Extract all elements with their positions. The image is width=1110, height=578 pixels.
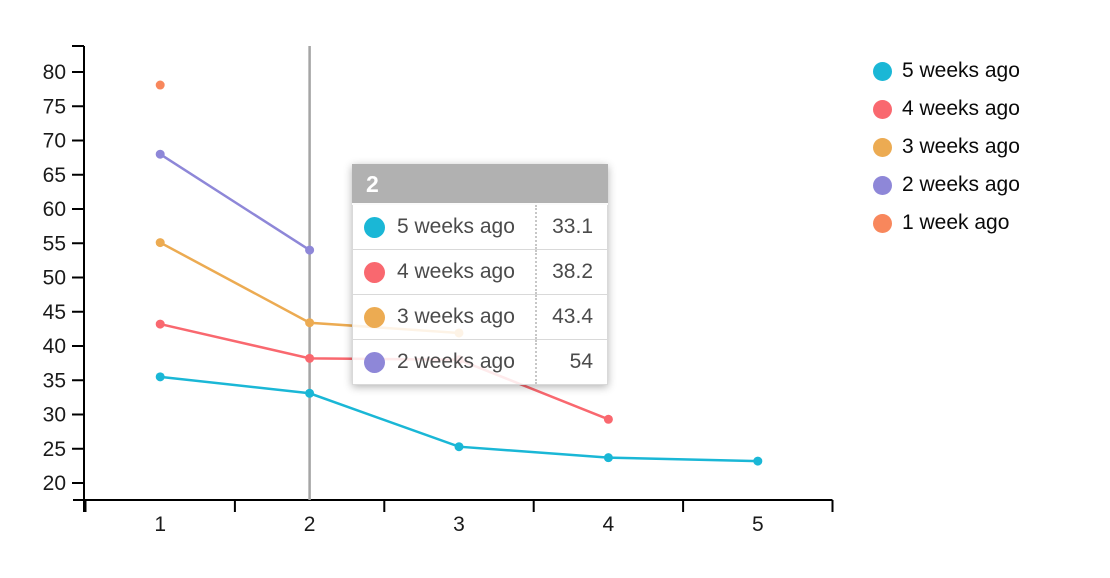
data-point[interactable] xyxy=(155,319,165,329)
y-tick-label: 20 xyxy=(43,472,66,495)
legend-item-3-weeks-ago: 3 weeks ago xyxy=(873,135,1020,159)
y-tick-label: 70 xyxy=(43,130,66,153)
tooltip-value: 54 xyxy=(569,350,593,373)
tooltip-divider xyxy=(535,340,537,384)
data-point[interactable] xyxy=(305,388,315,398)
y-tick-label: 80 xyxy=(43,61,66,84)
legend-label: 4 weeks ago xyxy=(902,97,1020,120)
data-point[interactable] xyxy=(155,149,165,159)
tooltip-series-label: 2 weeks ago xyxy=(397,350,515,373)
series-color-dot xyxy=(364,261,385,283)
y-tick-label: 65 xyxy=(43,164,66,187)
chart-legend: 5 weeks ago 4 weeks ago 3 weeks ago 2 weeks… xyxy=(873,59,1020,249)
tooltip-header: 2 xyxy=(352,164,608,205)
tooltip-series-label: 4 weeks ago xyxy=(397,260,515,283)
tooltip-row: 2 weeks ago 54 xyxy=(352,340,608,385)
series-2-weeks-ago[interactable] xyxy=(155,149,315,255)
series-color-dot xyxy=(364,351,385,373)
legend-color-dot xyxy=(873,213,892,233)
y-tick-label: 75 xyxy=(43,95,66,118)
tooltip-series-label: 5 weeks ago xyxy=(397,215,515,238)
data-point[interactable] xyxy=(155,238,165,248)
legend-item-1-week-ago: 1 week ago xyxy=(873,211,1020,235)
legend-item-2-weeks-ago: 2 weeks ago xyxy=(873,173,1020,197)
data-point[interactable] xyxy=(155,80,165,90)
y-tick-label: 25 xyxy=(43,438,66,461)
legend-color-dot xyxy=(873,99,892,119)
legend-label: 3 weeks ago xyxy=(902,135,1020,158)
tooltip-row: 4 weeks ago 38.2 xyxy=(352,250,608,295)
series-1-week-ago[interactable] xyxy=(155,80,165,90)
data-point[interactable] xyxy=(305,353,315,363)
y-tick-label: 55 xyxy=(43,232,66,255)
data-point[interactable] xyxy=(454,442,464,452)
tooltip-rows: 5 weeks ago 33.1 4 weeks ago 38.2 3 weeks ag… xyxy=(352,205,608,385)
data-point[interactable] xyxy=(753,456,763,466)
x-tick-label: 4 xyxy=(603,513,615,536)
x-axis: 1 2 3 4 5 xyxy=(73,499,834,536)
tooltip-value: 43.4 xyxy=(552,305,593,328)
series-5-weeks-ago[interactable] xyxy=(155,372,763,466)
y-tick-label: 45 xyxy=(43,301,66,324)
legend-color-dot xyxy=(873,175,892,195)
y-tick-label: 60 xyxy=(43,198,66,221)
x-tick-label: 2 xyxy=(304,513,316,536)
legend-color-dot xyxy=(873,61,892,81)
legend-color-dot xyxy=(873,137,892,157)
tooltip-value: 38.2 xyxy=(552,260,593,283)
series-color-dot xyxy=(364,216,385,238)
x-tick-label: 1 xyxy=(154,513,166,536)
tooltip-row: 3 weeks ago 43.4 xyxy=(352,295,608,340)
x-tick-label: 5 xyxy=(752,513,764,536)
data-point[interactable] xyxy=(603,453,613,463)
data-point[interactable] xyxy=(305,318,315,328)
y-tick-label: 50 xyxy=(43,267,66,290)
tooltip-value: 33.1 xyxy=(552,215,593,238)
legend-label: 5 weeks ago xyxy=(902,59,1020,82)
series-color-dot xyxy=(364,306,385,328)
tooltip-row: 5 weeks ago 33.1 xyxy=(352,205,608,250)
data-point[interactable] xyxy=(155,372,165,382)
tooltip-series-label: 3 weeks ago xyxy=(397,305,515,328)
legend-item-4-weeks-ago: 4 weeks ago xyxy=(873,97,1020,121)
tooltip-divider xyxy=(535,205,537,249)
tooltip-divider xyxy=(535,295,537,339)
series-line xyxy=(158,152,311,252)
y-tick-label: 40 xyxy=(43,335,66,358)
chart-tooltip: 2 5 weeks ago 33.1 4 weeks ago 38.2 3 weeks … xyxy=(352,164,608,385)
tooltip-divider xyxy=(535,250,537,294)
legend-item-5-weeks-ago: 5 weeks ago xyxy=(873,59,1020,83)
y-tick-label: 35 xyxy=(43,369,66,392)
y-axis: 20 25 30 35 40 45 50 55 60 65 70 75 80 xyxy=(43,45,85,512)
x-tick-label: 3 xyxy=(453,513,465,536)
y-tick-label: 30 xyxy=(43,404,66,427)
data-point[interactable] xyxy=(305,245,315,255)
legend-label: 2 weeks ago xyxy=(902,173,1020,196)
data-point[interactable] xyxy=(603,414,613,424)
legend-label: 1 week ago xyxy=(902,211,1010,234)
